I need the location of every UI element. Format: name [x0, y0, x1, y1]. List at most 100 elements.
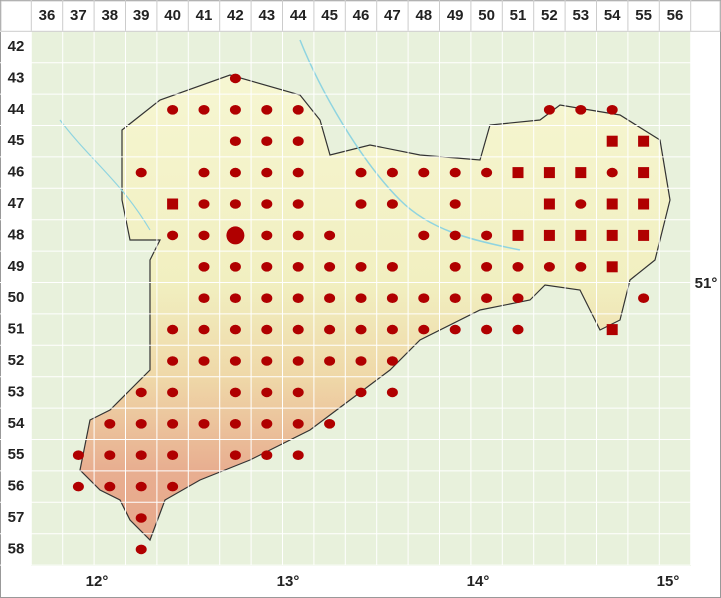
- longitude-label: 15°: [657, 573, 680, 590]
- column-label: 52: [541, 7, 558, 24]
- record-dot: [292, 293, 304, 304]
- column-label: 42: [227, 7, 244, 24]
- column-label: 56: [667, 7, 684, 24]
- longitude-label: 12°: [86, 573, 109, 590]
- record-square: [638, 167, 650, 179]
- column-label: 45: [321, 7, 338, 24]
- record-dot: [386, 167, 398, 178]
- record-dot: [449, 324, 461, 335]
- record-dot: [167, 324, 179, 335]
- record-dot: [229, 167, 241, 178]
- column-label: 43: [258, 7, 275, 24]
- record-dot: [292, 136, 304, 146]
- record-square: [543, 198, 555, 210]
- record-dot: [606, 105, 618, 115]
- record-square: [606, 135, 618, 147]
- record-dot: [481, 167, 493, 178]
- row-label: 55: [8, 446, 25, 463]
- record-dot: [198, 356, 210, 366]
- record-dot: [261, 136, 273, 146]
- record-dot: [386, 356, 398, 366]
- record-square: [543, 229, 555, 241]
- record-square: [575, 167, 587, 179]
- record-dot: [355, 167, 367, 178]
- row-label: 51: [8, 321, 25, 338]
- row-label: 57: [8, 509, 25, 526]
- labels: 36 37 38 39 40 41 42 43 44 45 46 47 48 49 50 51 52 53 54 55…: [8, 7, 718, 590]
- column-label: 37: [70, 7, 87, 24]
- record-dot: [606, 167, 618, 178]
- record-dot: [198, 167, 210, 178]
- latitude-label: 51°: [695, 275, 718, 292]
- row-label: 45: [8, 132, 25, 149]
- row-label: 42: [8, 38, 25, 55]
- column-label: 54: [604, 7, 621, 24]
- record-dot: [261, 105, 273, 115]
- column-label: 46: [353, 7, 370, 24]
- record-dot: [198, 293, 210, 304]
- record-dot: [449, 293, 461, 304]
- record-dot: [449, 199, 461, 209]
- record-dot: [72, 450, 84, 461]
- record-dot: [104, 419, 116, 429]
- record-dot: [324, 356, 336, 366]
- record-dot: [261, 450, 273, 461]
- record-dot: [292, 324, 304, 335]
- record-dot: [292, 105, 304, 115]
- record-square: [512, 167, 524, 179]
- record-dot: [638, 293, 650, 304]
- record-dot: [292, 199, 304, 209]
- record-dot: [167, 481, 179, 492]
- record-dot: [229, 324, 241, 335]
- record-dot: [324, 324, 336, 335]
- record-dot: [292, 419, 304, 429]
- record-dot: [135, 450, 147, 461]
- column-label: 47: [384, 7, 401, 24]
- record-dot: [292, 262, 304, 272]
- record-dot: [324, 230, 336, 241]
- region-outline: [79, 74, 671, 542]
- row-label: 48: [8, 226, 25, 243]
- record-dot: [386, 199, 398, 209]
- row-label: 50: [8, 289, 25, 306]
- record-dot: [167, 419, 179, 429]
- record-dot: [324, 293, 336, 304]
- record-dot: [198, 199, 210, 209]
- record-dot: [261, 199, 273, 209]
- record-dot: [72, 481, 84, 492]
- record-dot: [104, 450, 116, 461]
- record-square: [638, 198, 650, 210]
- record-dot: [135, 513, 147, 523]
- record-dot: [292, 387, 304, 398]
- record-dot: [481, 293, 493, 304]
- record-dot: [229, 356, 241, 366]
- record-dot: [543, 262, 555, 272]
- column-label: 55: [635, 7, 652, 24]
- record-dot: [292, 450, 304, 461]
- record-dot: [261, 387, 273, 398]
- column-label: 44: [290, 7, 307, 24]
- row-label: 43: [8, 69, 25, 86]
- column-label: 50: [478, 7, 495, 24]
- column-label: 53: [572, 7, 589, 24]
- longitude-label: 14°: [467, 573, 490, 590]
- record-square: [167, 198, 179, 210]
- record-dot: [512, 293, 524, 304]
- record-dot: [481, 230, 493, 241]
- record-dot: [229, 262, 241, 272]
- river: [59, 119, 151, 231]
- row-label: 44: [8, 101, 25, 118]
- record-dot: [292, 356, 304, 366]
- record-square: [543, 167, 555, 179]
- header-band: [0, 0, 721, 32]
- record-dot: [198, 105, 210, 115]
- row-label: 58: [8, 540, 25, 557]
- record-square: [606, 261, 618, 273]
- record-dot: [229, 450, 241, 461]
- record-dot: [324, 419, 336, 429]
- record-dot: [198, 419, 210, 429]
- records: [72, 73, 650, 555]
- record-dot: [261, 419, 273, 429]
- record-dot: [261, 262, 273, 272]
- record-dot: [135, 419, 147, 429]
